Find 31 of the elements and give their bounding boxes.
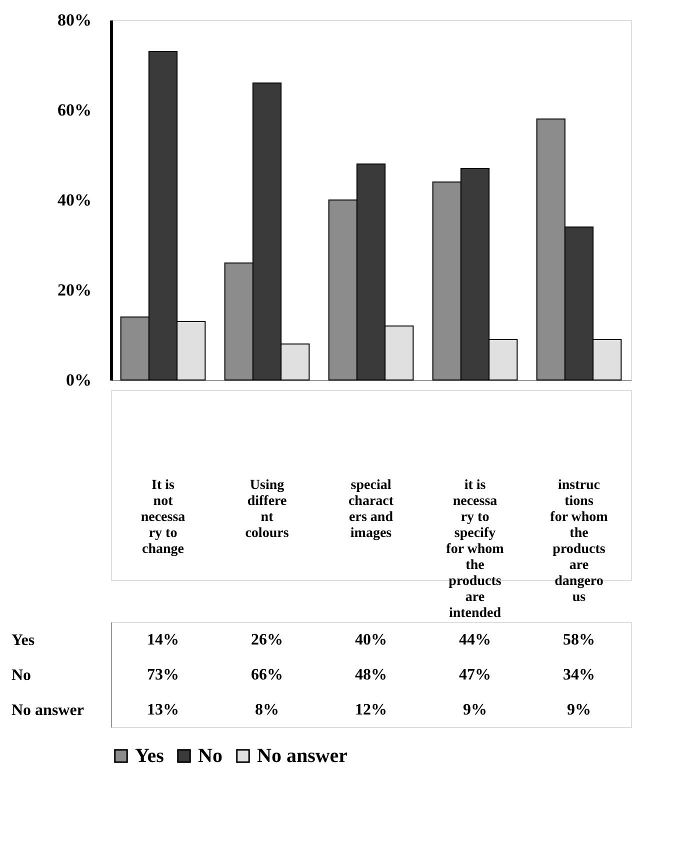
data-label: 66% <box>251 666 283 684</box>
y-tick-label: 0% <box>66 370 92 390</box>
category-label: it is necessary to specify for whom the products are intended <box>446 478 504 621</box>
x-tick-label: instructions for whom the products are dangerous <box>550 478 608 605</box>
x-tick-label: Using different colours <box>245 478 290 541</box>
data-label: 14% <box>147 632 179 648</box>
text: Yes <box>12 632 35 649</box>
data-label: 34% <box>563 666 595 684</box>
legend-label: Yes <box>135 745 164 767</box>
data-label: 40% <box>355 632 387 648</box>
data-label: 12% <box>355 702 387 718</box>
x-tick-label: special characters and images <box>348 478 394 541</box>
data-label: 9% <box>567 702 591 718</box>
data-label: 48% <box>355 666 387 684</box>
legend-label: No answer <box>257 745 348 767</box>
data-label: 44% <box>459 632 491 648</box>
legend-label: No <box>198 745 222 767</box>
y-tick-label: 60% <box>58 100 92 120</box>
data-label: 26% <box>251 632 283 648</box>
data-label: 47% <box>459 666 491 684</box>
x-tick-label: It is not necessary to change <box>140 478 186 557</box>
data-label: 8% <box>255 702 279 718</box>
y-tick-label: 20% <box>58 280 92 300</box>
text: No <box>12 667 32 684</box>
data-label: 73% <box>147 666 179 684</box>
data-label: 13% <box>147 702 179 718</box>
y-tick-label: 40% <box>58 190 92 210</box>
data-label: 58% <box>563 632 595 648</box>
y-tick-label: 80% <box>58 10 92 30</box>
text: No answer <box>12 702 84 719</box>
data-label: 9% <box>463 702 487 718</box>
